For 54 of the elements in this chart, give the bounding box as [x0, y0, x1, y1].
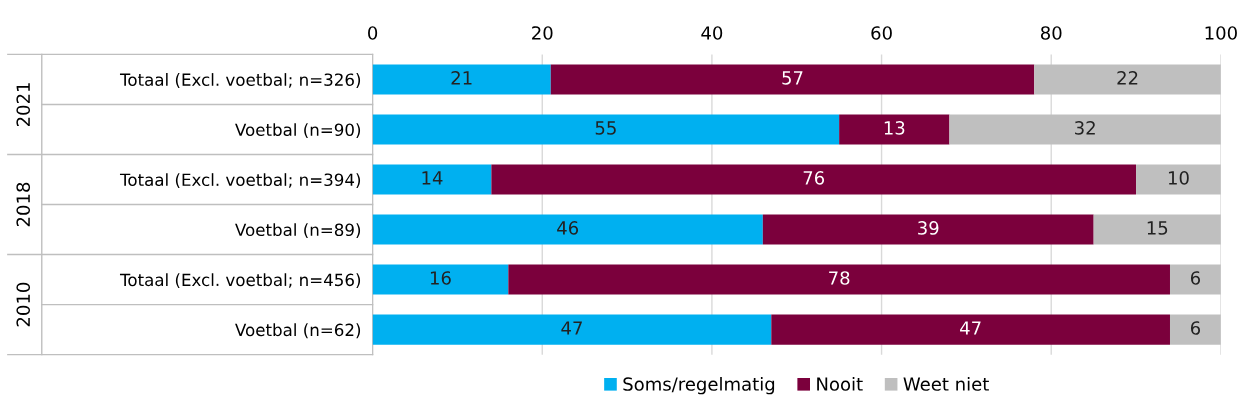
data-label: 10	[1168, 171, 1189, 185]
bar	[372, 214, 763, 245]
legend-label: Soms/regelmatig	[623, 376, 775, 395]
bar	[550, 64, 1035, 95]
x-tick-label: 100	[1205, 26, 1237, 40]
data-label: 76	[803, 171, 825, 185]
x-tick-label: 80	[1040, 26, 1062, 40]
data-label: 6	[1190, 271, 1201, 285]
bar	[372, 264, 509, 295]
data-label: 21	[451, 71, 472, 85]
y-tick-label: Totaal (Excl. voetbal; n=394)	[119, 173, 361, 189]
text: 2021	[16, 83, 31, 127]
data-label: 46	[557, 221, 579, 235]
data-label: 39	[918, 221, 939, 235]
text: 2018	[16, 182, 31, 227]
data-label: 47	[960, 321, 981, 335]
bar	[762, 214, 1094, 245]
y-tick-label: Voetbal (n=90)	[235, 123, 361, 138]
bar	[372, 114, 840, 145]
data-label: 15	[1147, 221, 1168, 235]
bar	[839, 114, 950, 145]
bar	[372, 164, 492, 195]
bar	[771, 314, 1170, 345]
x-tick-label: 40	[701, 26, 723, 40]
x-tick-label: 0	[368, 26, 378, 40]
bar	[491, 164, 1137, 195]
y-tick-label: Totaal (Excl. voetbal; n=456)	[119, 273, 361, 289]
bar	[949, 114, 1221, 145]
bar	[1169, 314, 1221, 345]
bar	[372, 64, 551, 95]
data-label: 55	[595, 121, 616, 135]
x-tick-label: 20	[532, 26, 553, 40]
bar	[1136, 164, 1221, 195]
data-label: 6	[1190, 321, 1201, 335]
y-tick-label: Voetbal (n=62)	[235, 323, 361, 339]
text: 2010	[16, 282, 31, 327]
y-tick-label: Voetbal (n=89)	[235, 223, 361, 239]
bar	[1093, 214, 1221, 245]
legend-label: Weet niet	[903, 376, 989, 391]
data-label: 13	[884, 121, 905, 135]
data-label: 16	[430, 271, 451, 285]
legend-label: Nooit	[817, 376, 863, 391]
bar	[508, 264, 1170, 295]
data-label: 78	[829, 271, 850, 285]
data-label: 32	[1075, 121, 1095, 135]
data-label: 14	[422, 171, 443, 185]
bar	[372, 314, 772, 345]
data-label: 57	[782, 71, 803, 85]
bar	[1169, 264, 1221, 295]
y-tick-label: Totaal (Excl. voetbal; n=326)	[119, 73, 361, 88]
bar	[1034, 64, 1221, 95]
data-label: 22	[1117, 71, 1138, 85]
x-tick-label: 60	[871, 26, 892, 40]
data-label: 47	[561, 321, 582, 335]
